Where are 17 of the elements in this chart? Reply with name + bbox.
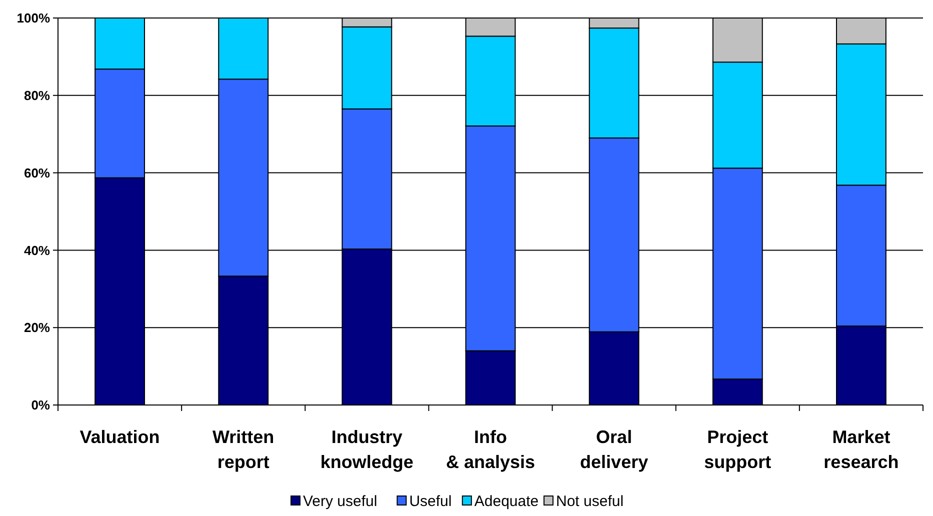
legend-label: Adequate: [474, 493, 539, 510]
legend-label: Useful: [409, 493, 452, 510]
legend-label: Very useful: [303, 493, 378, 510]
y-tick-label: 100%: [16, 10, 50, 26]
x-tick-label: Oral delivery: [580, 427, 648, 472]
y-tick-label: 80%: [24, 88, 50, 103]
x-tick-label: Market research: [824, 427, 899, 472]
x-tick-label: Industry knowledge: [320, 427, 414, 472]
y-tick-label: 40%: [24, 242, 50, 258]
y-tick-label: 60%: [24, 165, 50, 180]
legend-label: Not useful: [556, 493, 624, 510]
x-tick-label: Valuation: [80, 427, 160, 447]
y-tick-label: 20%: [24, 320, 50, 336]
x-tick-label: Info & analysis: [446, 427, 536, 472]
y-tick-label: 0%: [31, 398, 50, 413]
x-tick-label: Project support: [704, 427, 772, 472]
x-tick-label: Written report: [212, 427, 274, 472]
